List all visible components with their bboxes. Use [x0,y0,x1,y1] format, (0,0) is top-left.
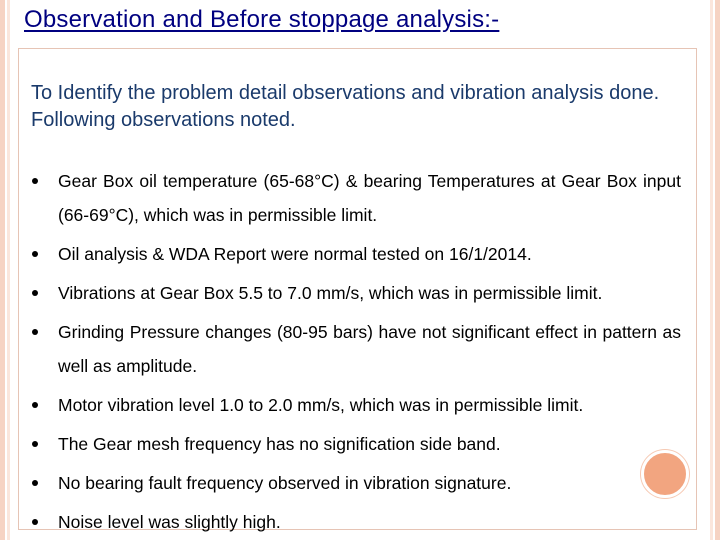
bullet-icon [32,402,38,408]
right-border-stripe [715,0,720,540]
bullet-icon [32,441,38,447]
list-item-text: Grinding Pressure changes (80-95 bars) h… [58,322,681,376]
slide-title: Observation and Before stoppage analysis… [24,6,500,33]
left-border-stripe-inner [7,0,10,540]
list-item-text: Noise level was slightly high. [58,512,281,532]
list-item: Grinding Pressure changes (80-95 bars) h… [31,315,681,383]
intro-paragraph: To Identify the problem detail observati… [31,82,660,131]
bullet-icon [32,178,38,184]
list-item-text: Oil analysis & WDA Report were normal te… [58,244,532,264]
list-item: Motor vibration level 1.0 to 2.0 mm/s, w… [31,388,681,422]
list-item-text: No bearing fault frequency observed in v… [58,473,512,493]
list-item-text: Vibrations at Gear Box 5.5 to 7.0 mm/s, … [58,283,603,303]
list-item: Vibrations at Gear Box 5.5 to 7.0 mm/s, … [31,276,681,310]
list-item: Oil analysis & WDA Report were normal te… [31,237,681,271]
bullet-icon [32,519,38,525]
left-border-stripe [0,0,5,540]
bullet-icon [32,329,38,335]
observation-list: Gear Box oil temperature (65-68°C) & bea… [31,164,681,544]
content-frame [18,48,697,530]
list-item: Noise level was slightly high. [31,505,681,539]
list-item-text: Gear Box oil temperature (65-68°C) & bea… [58,171,681,225]
list-item: The Gear mesh frequency has no significa… [31,427,681,461]
bullet-icon [32,290,38,296]
right-border-stripe-inner [710,0,713,540]
bullet-icon [32,480,38,486]
list-item-text: Motor vibration level 1.0 to 2.0 mm/s, w… [58,395,584,415]
list-item: Gear Box oil temperature (65-68°C) & bea… [31,164,681,232]
bullet-icon [32,251,38,257]
list-item-text: The Gear mesh frequency has no significa… [58,434,501,454]
decorative-circle-icon [641,450,689,498]
list-item: No bearing fault frequency observed in v… [31,466,681,500]
